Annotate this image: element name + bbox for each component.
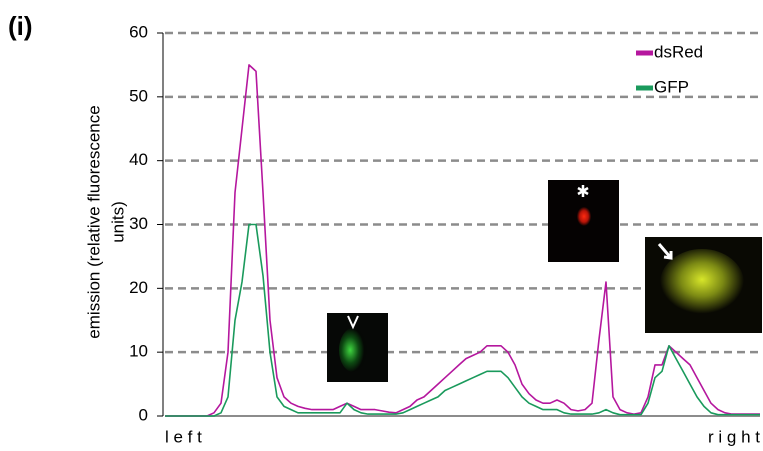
inset-marker xyxy=(347,315,359,330)
y-tick-label: 30 xyxy=(129,214,148,233)
inset-cell xyxy=(660,249,744,317)
y-tick-label: 60 xyxy=(129,22,148,41)
y-tick-label: 40 xyxy=(129,150,148,169)
inset-dsred xyxy=(548,180,619,262)
y-tick-label: 50 xyxy=(129,86,148,105)
y-axis-label: emission (relative fluorescence xyxy=(84,105,103,338)
y-tick-label: 0 xyxy=(139,405,148,424)
x-tick-label: l e f t xyxy=(165,427,202,446)
inset-cell xyxy=(339,328,367,372)
y-tick-label: 10 xyxy=(129,342,148,361)
inset-marker xyxy=(577,185,589,197)
inset-cell xyxy=(572,202,596,234)
y-axis-label: units) xyxy=(108,201,127,243)
panel-label: (i) xyxy=(8,11,33,41)
data-line xyxy=(165,64,760,417)
inset-gfp xyxy=(327,313,388,382)
y-tick-label: 20 xyxy=(129,278,148,297)
legend-label: GFP xyxy=(654,77,689,96)
inset-marker xyxy=(657,243,673,260)
legend-label: dsRed xyxy=(654,42,703,61)
plot-area: 0 10 20 30 40 50 60 emission (relative fluoresc… xyxy=(84,22,760,446)
inset-merge xyxy=(645,237,762,333)
x-tick-label: r i g h t xyxy=(708,427,760,446)
data-line xyxy=(165,223,760,417)
